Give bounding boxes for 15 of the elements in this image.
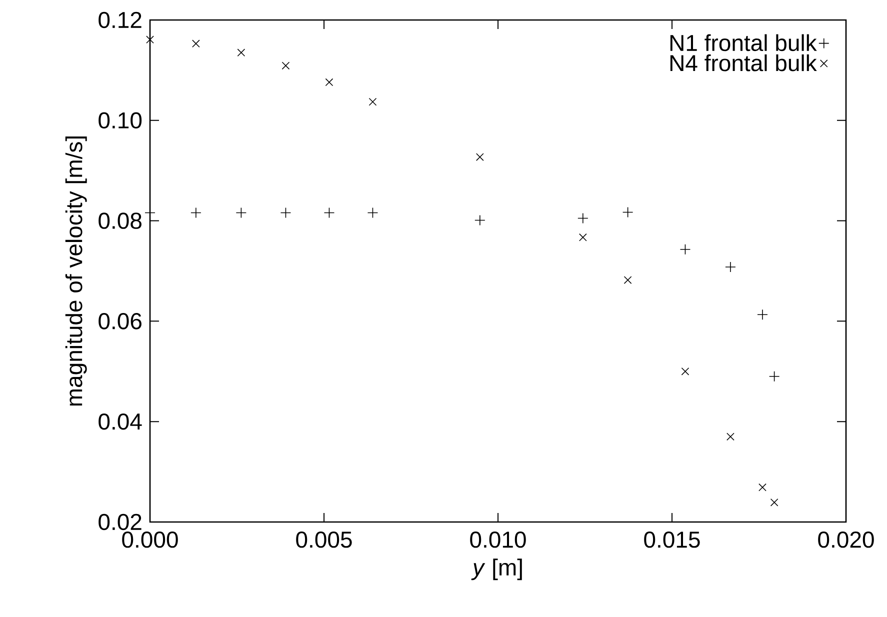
x-axis-title: y [m] [471, 558, 522, 580]
x-tick-label: 0.000 [122, 532, 178, 548]
x-tick-label: 0.020 [818, 532, 874, 548]
y-tick-label: 0.12 [98, 12, 142, 28]
y-tick-label: 0.08 [98, 212, 142, 229]
y-tick-label: 0.02 [98, 514, 142, 530]
x-tick-label: 0.010 [470, 532, 526, 548]
y-tick-label: 0.04 [98, 413, 142, 430]
y-axis-title: magnitude of velocity [m/s] [65, 136, 87, 406]
legend-label: N1 frontal bulk [670, 34, 817, 52]
x-tick-label: 0.015 [644, 532, 700, 548]
y-tick-label: 0.06 [98, 313, 142, 330]
x-tick-label: 0.005 [296, 532, 352, 548]
y-tick-label: 0.10 [98, 112, 142, 129]
legend-label: N4 frontal bulk [670, 54, 817, 72]
